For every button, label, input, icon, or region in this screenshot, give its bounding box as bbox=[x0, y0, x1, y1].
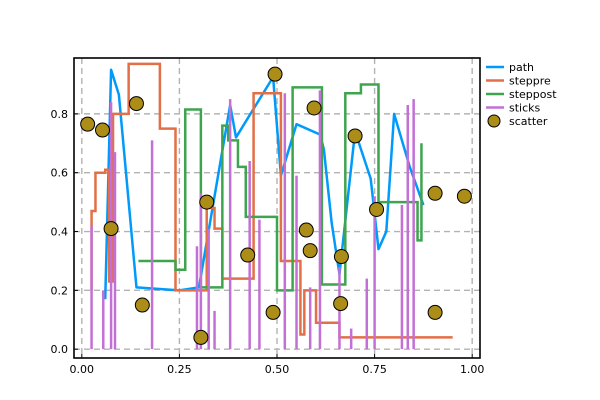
series-line-steppost bbox=[138, 83, 423, 292]
series-line-path bbox=[103, 68, 425, 300]
scatter-point-14 bbox=[333, 249, 349, 265]
y-tick-label-2: 0.4 bbox=[51, 226, 69, 239]
scatter-point-10 bbox=[298, 222, 314, 238]
legend-item-sticks: sticks bbox=[486, 102, 541, 115]
scatter-point-16 bbox=[369, 201, 385, 217]
scatter-point-7 bbox=[240, 247, 256, 263]
scatter-point-12 bbox=[306, 100, 322, 116]
scatter-point-4 bbox=[134, 297, 150, 313]
scatter-point-15 bbox=[347, 128, 363, 144]
legend-label-sticks: sticks bbox=[509, 102, 541, 115]
y-tick-label-4: 0.8 bbox=[51, 108, 69, 121]
scatter-point-18 bbox=[427, 185, 443, 201]
legend-item-steppre: steppre bbox=[486, 75, 551, 88]
scatter-point-9 bbox=[267, 66, 283, 82]
legend-label-scatter: scatter bbox=[509, 115, 548, 128]
legend-label-steppost: steppost bbox=[509, 88, 557, 101]
series-steppre bbox=[90, 62, 453, 339]
series-sticks bbox=[90, 90, 415, 350]
x-tick-label-3: 0.75 bbox=[362, 363, 387, 376]
scatter-point-1 bbox=[94, 122, 110, 138]
legend-label-steppre: steppre bbox=[509, 75, 551, 88]
ticks: 0.00 0.25 0.50 0.75 1.00 0.0 0.2 0.4 0.6 0.8 bbox=[51, 108, 485, 376]
y-tick-label-3: 0.6 bbox=[51, 167, 69, 180]
scatter-point-11 bbox=[302, 243, 318, 259]
x-tick-label-0: 0.00 bbox=[70, 363, 95, 376]
scatter-point-0 bbox=[80, 116, 96, 132]
y-tick-label-1: 0.2 bbox=[51, 284, 69, 297]
legend-item-path: path bbox=[486, 61, 534, 74]
legend-swatch-scatter bbox=[487, 114, 501, 128]
scatter-point-19 bbox=[456, 188, 472, 204]
scatter-point-2 bbox=[103, 221, 119, 237]
legend-item-steppost: steppost bbox=[486, 88, 557, 101]
scatter-point-17 bbox=[427, 304, 443, 320]
scatter-point-6 bbox=[199, 194, 215, 210]
legend-item-scatter: scatter bbox=[487, 114, 548, 128]
series-steppost bbox=[138, 83, 423, 292]
series-line-steppre bbox=[90, 62, 453, 339]
x-tick-label-2: 0.50 bbox=[265, 363, 290, 376]
legend-label-path: path bbox=[509, 61, 534, 74]
scatter-point-13 bbox=[333, 296, 349, 312]
y-tick-label-0: 0.0 bbox=[51, 343, 69, 356]
scatter-point-5 bbox=[193, 329, 209, 345]
series-scatter bbox=[80, 66, 472, 345]
x-tick-label-1: 0.25 bbox=[167, 363, 192, 376]
scatter-point-8 bbox=[265, 304, 281, 320]
scatter-point-3 bbox=[128, 96, 144, 112]
series-layer bbox=[80, 62, 472, 350]
x-tick-label-4: 1.00 bbox=[460, 363, 485, 376]
